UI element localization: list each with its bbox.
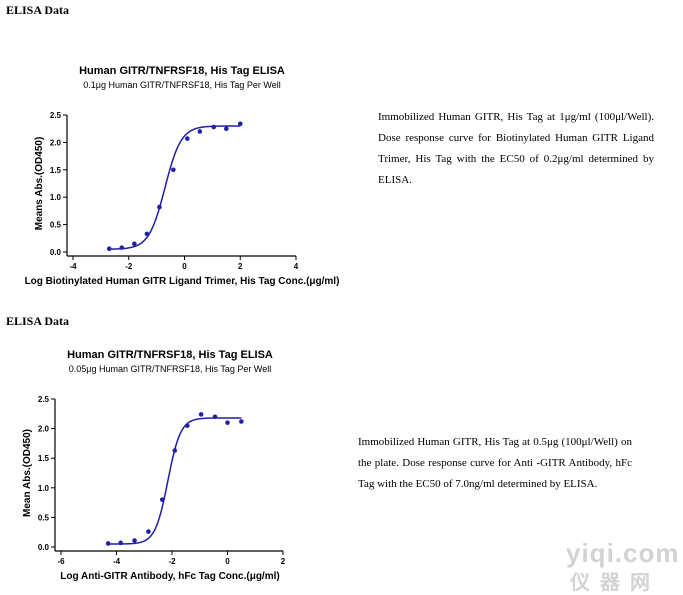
y-tick-label: 1.5 (38, 454, 50, 463)
data-point (211, 124, 217, 130)
data-point (239, 419, 244, 424)
x-tick-label: 0 (225, 557, 230, 566)
yiqi-watermark: yiqi.com 仪器网 (560, 538, 683, 594)
data-point (184, 423, 190, 428)
y-tick-label: 0.5 (38, 513, 50, 522)
data-point (132, 538, 137, 543)
data-point (224, 126, 229, 131)
data-point (197, 129, 203, 134)
section-heading: ELISA Data (6, 3, 70, 17)
chart-title: Human GITR/TNFRSF18, His Tag ELISA (67, 349, 273, 361)
x-axis-label: Log Biotinylated Human GITR Ligand Trime… (25, 276, 340, 287)
x-tick-label: 2 (281, 557, 286, 566)
y-tick-label: 0.5 (50, 221, 62, 230)
x-axis-label: Log Anti-GITR Antibody, hFc Tag Conc.(μg… (60, 571, 279, 582)
data-point (172, 448, 178, 453)
x-tick-label: 2 (238, 262, 243, 271)
elisa-chart-2: Human GITR/TNFRSF18, His Tag ELISA 0.05μg… (22, 349, 286, 582)
y-tick-label: 2.0 (50, 138, 62, 147)
watermark-text-cn: 仪器网 (570, 570, 660, 594)
watermark-text: yiqi.com (566, 538, 680, 568)
y-tick-label: 2.5 (38, 395, 50, 404)
chart-subtitle: 0.05μg Human GITR/TNFRSF18, His Tag Per … (69, 364, 271, 374)
data-point (198, 412, 204, 417)
y-tick-label: 1.0 (38, 484, 50, 493)
chart-description: Immobilized Human GITR, His Tag at 0.5μg… (358, 436, 632, 490)
x-tick-label: 4 (294, 262, 299, 271)
chart-title: Human GITR/TNFRSF18, His Tag ELISA (79, 65, 285, 77)
data-point (225, 420, 230, 425)
section-heading: ELISA Data (6, 314, 70, 328)
elisa-chart-1: Human GITR/TNFRSF18, His Tag ELISA 0.1μg … (25, 65, 340, 287)
fit-curve (108, 417, 242, 545)
y-tick-label: 2.5 (50, 111, 62, 120)
y-tick-label: 0.0 (38, 543, 50, 552)
data-point (159, 497, 165, 502)
y-tick-label: 1.5 (50, 166, 62, 175)
y-axis-label: Mean Abs.(OD450) (22, 429, 33, 517)
data-point (106, 246, 112, 252)
data-point (132, 241, 137, 247)
data-point (171, 167, 176, 173)
data-point (105, 541, 111, 546)
data-point (184, 136, 190, 141)
fit-curve (109, 125, 241, 250)
y-tick-label: 2.0 (38, 425, 50, 434)
data-point (118, 540, 123, 546)
x-tick-label: -4 (113, 557, 121, 566)
data-point (144, 231, 150, 237)
x-tick-label: 0 (182, 262, 187, 271)
y-tick-label: 0.0 (50, 248, 62, 257)
chart-description: Immobilized Human GITR, His Tag at 1μg/m… (378, 111, 654, 186)
y-tick-label: 1.0 (50, 193, 62, 202)
chart-subtitle: 0.1μg Human GITR/TNFRSF18, His Tag Per W… (83, 80, 280, 90)
x-tick-label: -6 (57, 557, 65, 566)
data-point (212, 414, 218, 420)
data-point (146, 529, 151, 534)
x-tick-label: -4 (69, 262, 77, 271)
data-point (157, 204, 162, 210)
data-point (119, 245, 125, 250)
x-tick-label: -2 (125, 262, 133, 271)
x-tick-label: -2 (168, 557, 176, 566)
y-axis-label: Means Abs.(OD450) (34, 137, 45, 231)
data-point (237, 121, 243, 127)
